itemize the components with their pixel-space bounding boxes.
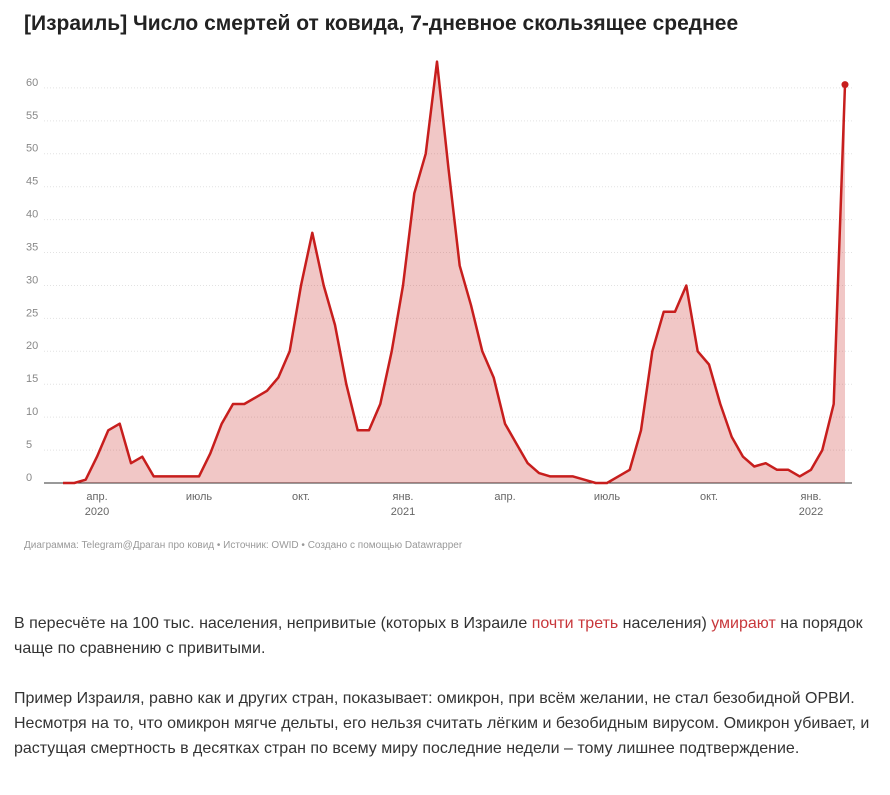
y-tick-label: 20 bbox=[26, 340, 38, 352]
x-tick-label: окт. bbox=[700, 491, 718, 503]
x-tick-label: июль bbox=[593, 491, 621, 503]
text: В пересчёте на 100 тыс. населения, непри… bbox=[14, 615, 532, 632]
x-tick-label: янв. 2022 bbox=[798, 491, 824, 518]
x-tick-label: янв. 2021 bbox=[390, 491, 416, 518]
y-tick-label: 55 bbox=[26, 110, 38, 122]
paragraph: В пересчёте на 100 тыс. населения, непри… bbox=[14, 611, 880, 661]
paragraph: Пример Израиля, равно как и других стран… bbox=[14, 690, 870, 757]
area bbox=[63, 61, 845, 483]
y-tick-label: 60 bbox=[26, 77, 38, 89]
y-tick-label: 45 bbox=[26, 176, 38, 188]
link[interactable]: умирают bbox=[711, 615, 776, 632]
link[interactable]: почти треть bbox=[531, 615, 619, 632]
y-tick-label: 25 bbox=[26, 307, 38, 319]
y-tick-label: 0 bbox=[26, 472, 32, 484]
y-tick-label: 30 bbox=[26, 274, 38, 286]
chart: 0 5 10 15 20 25 30 35 40 45 50 55 60 bbox=[26, 60, 852, 485]
y-tick-label: 10 bbox=[26, 406, 38, 418]
x-tick-label: апр. bbox=[494, 491, 516, 503]
chart-caption: Диаграмма: Telegram@Драган про ковид • И… bbox=[24, 540, 463, 551]
text: на порядок чаще по сравнению с привитыми… bbox=[14, 615, 863, 657]
x-tick-label: июль bbox=[185, 491, 213, 503]
x-tick-label: окт. bbox=[292, 491, 310, 503]
article: В пересчёте на 100 тыс. населения, непри… bbox=[14, 611, 880, 786]
end-point bbox=[841, 81, 849, 89]
y-tick-label: 50 bbox=[26, 143, 38, 155]
line bbox=[63, 60, 847, 485]
y-tick-label: 35 bbox=[26, 241, 38, 253]
chart-title: [Израиль] Число смертей от ковида, 7-дне… bbox=[24, 12, 739, 35]
y-tick-label: 40 bbox=[26, 209, 38, 221]
y-tick-label: 15 bbox=[26, 373, 38, 385]
x-tick-label: апр. 2020 bbox=[84, 491, 110, 518]
text: населения) bbox=[618, 615, 712, 632]
y-tick-label: 5 bbox=[26, 439, 32, 451]
